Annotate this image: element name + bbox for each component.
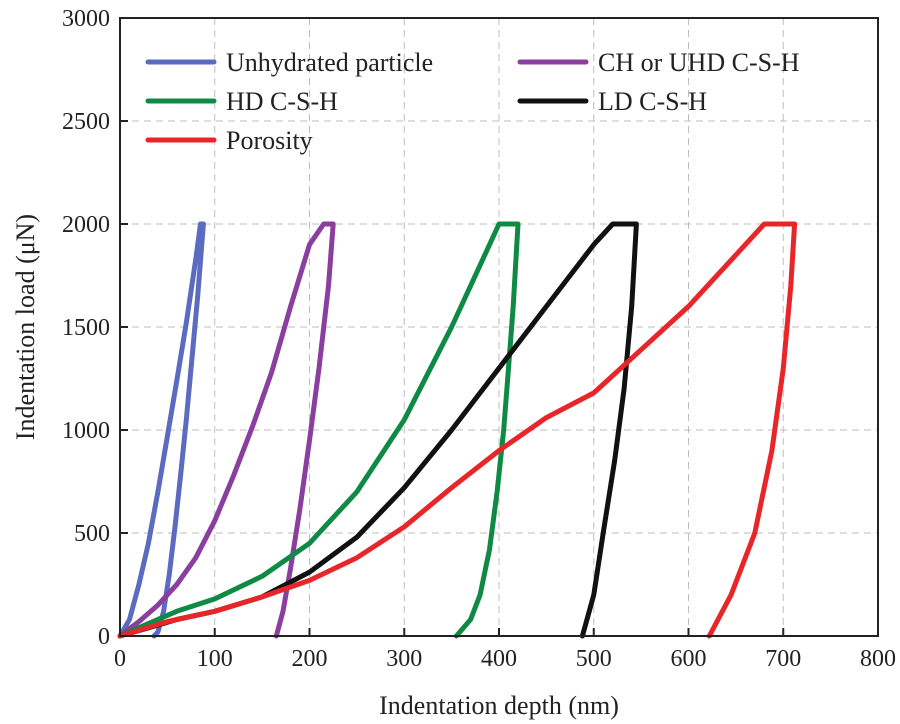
legend-label-ld-c-s-h: LD C-S-H [598, 87, 707, 116]
series-line-ch-or-uhd-c-s-h [117, 221, 336, 639]
tick-layer: 0 100 200 300 400 500 600 700 800 0 500 1000 1500 200… [62, 6, 896, 672]
y-tick-label: 1500 [62, 315, 110, 341]
x-tick-label: 400 [481, 646, 517, 672]
x-tick-label: 600 [671, 646, 707, 672]
x-axis-title: Indentation depth (nm) [379, 691, 619, 720]
y-tick-label: 2500 [62, 109, 110, 135]
x-tick-label: 0 [114, 646, 126, 672]
x-tick-label: 500 [576, 646, 612, 672]
legend-label-hd-c-s-h: HD C-S-H [226, 87, 338, 116]
legend-label-porosity: Porosity [226, 126, 313, 155]
x-tick-label: 200 [292, 646, 328, 672]
series-line-hd-c-s-h [117, 221, 521, 639]
series-line-unhydrated-particle [117, 221, 206, 639]
grid-layer [120, 18, 878, 636]
x-tick-label: 800 [860, 646, 896, 672]
series-layer [117, 221, 798, 639]
legend: Unhydrated particle HD C-S-H Porosity CH or… [145, 48, 800, 155]
series-line-porosity [117, 221, 798, 639]
y-tick-label: 500 [74, 521, 110, 547]
y-tick-label: 3000 [62, 6, 110, 32]
y-axis-title: Indentation load (μN) [11, 214, 40, 440]
legend-label-ch-or-uhd-c-s-h: CH or UHD C-S-H [598, 48, 800, 77]
y-tick-label: 0 [98, 624, 110, 650]
x-tick-label: 300 [386, 646, 422, 672]
legend-label-unhydrated-particle: Unhydrated particle [226, 48, 433, 77]
x-tick-label: 100 [197, 646, 233, 672]
y-tick-label: 1000 [62, 418, 110, 444]
y-tick-label: 2000 [62, 212, 110, 238]
x-tick-label: 700 [765, 646, 801, 672]
